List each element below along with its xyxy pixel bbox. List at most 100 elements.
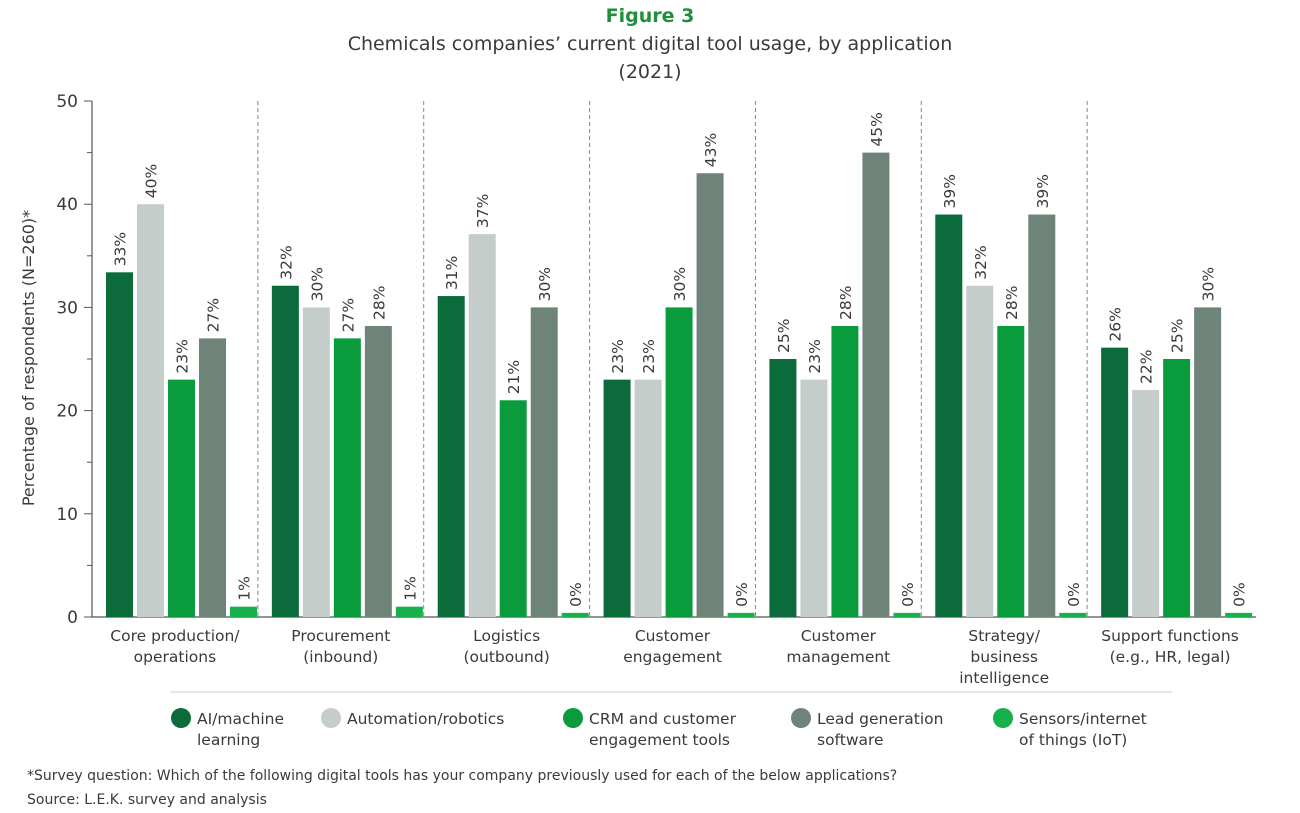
value-label: 39%: [1034, 174, 1052, 208]
bar: [1101, 347, 1129, 617]
legend-label: Lead generation: [817, 710, 943, 728]
bar: [395, 606, 423, 617]
legend-label: Automation/robotics: [347, 710, 504, 728]
value-label: 28%: [370, 286, 388, 320]
value-label: 22%: [1138, 350, 1156, 384]
bar: [333, 338, 361, 617]
bar: [1059, 612, 1087, 617]
bar: [696, 173, 724, 618]
value-label: 39%: [941, 174, 959, 208]
value-label: 26%: [1107, 307, 1125, 341]
value-label: 30%: [671, 267, 689, 301]
category-label: intelligence: [959, 669, 1049, 687]
value-label: 37%: [474, 194, 492, 228]
bar: [1028, 214, 1056, 617]
value-label: 1%: [236, 576, 254, 601]
category-label: (outbound): [463, 648, 549, 666]
chart-title: Chemicals companies’ current digital too…: [348, 33, 953, 83]
y-tick-label: 30: [56, 298, 78, 318]
y-tick-label: 20: [56, 402, 78, 422]
legend-label: CRM and customer: [589, 710, 737, 728]
bar: [106, 272, 133, 617]
value-label: 25%: [1169, 319, 1187, 353]
legend-swatch: [321, 708, 341, 728]
value-label: 23%: [609, 339, 627, 373]
category-label: operations: [134, 648, 217, 666]
bar: [966, 285, 994, 617]
footnote-source: Source: L.E.K. survey and analysis: [27, 792, 267, 808]
value-label: 0%: [899, 582, 917, 607]
value-label: 43%: [702, 133, 720, 167]
bar: [199, 338, 226, 617]
value-label: 25%: [775, 319, 793, 353]
legend-label: learning: [197, 731, 260, 749]
bar: [302, 307, 330, 617]
category-label: Customer: [635, 627, 711, 645]
bar: [665, 307, 693, 617]
bar: [831, 325, 859, 617]
bar: [137, 204, 164, 617]
bar: [634, 379, 662, 617]
value-label: 30%: [308, 267, 326, 301]
bar: [530, 307, 558, 617]
legend-label: Sensors/internet: [1019, 710, 1147, 728]
value-label: 32%: [277, 245, 295, 279]
footnote-survey: *Survey question: Which of the following…: [27, 768, 897, 784]
bar: [769, 359, 797, 617]
value-label: 0%: [567, 582, 585, 607]
bar: [997, 325, 1025, 617]
bar: [1132, 389, 1160, 617]
category-label: Strategy/: [968, 627, 1040, 645]
y-tick-label: 50: [56, 92, 78, 112]
bar: [727, 612, 755, 617]
legend-label: software: [817, 731, 884, 749]
category-label: Support functions: [1101, 627, 1239, 645]
value-label: 32%: [972, 245, 990, 279]
bar: [1163, 359, 1191, 617]
value-label: 28%: [1003, 286, 1021, 320]
value-label: 31%: [443, 256, 461, 290]
legend-label: of things (IoT): [1019, 731, 1127, 749]
value-label: 21%: [505, 360, 523, 394]
value-label: 23%: [806, 339, 824, 373]
bar: [364, 325, 392, 617]
value-label: 0%: [733, 582, 751, 607]
title-line: Chemicals companies’ current digital too…: [348, 33, 953, 55]
bar: [271, 285, 299, 617]
value-label: 33%: [112, 232, 130, 266]
legend-label: engagement tools: [589, 731, 730, 749]
legend-label: AI/machine: [197, 710, 284, 728]
bar: [230, 606, 257, 617]
bar: [499, 400, 527, 617]
bar: [1194, 307, 1222, 617]
bar: [862, 152, 890, 617]
legend-swatch: [791, 708, 811, 728]
bar: [935, 214, 963, 617]
bar: [603, 379, 631, 617]
category-label: Logistics: [473, 627, 540, 645]
legend-swatch: [171, 708, 191, 728]
value-label: 1%: [401, 576, 419, 601]
bar: [561, 612, 589, 617]
title-line: (2021): [618, 61, 681, 83]
category-label: (inbound): [303, 648, 378, 666]
bar: [893, 612, 921, 617]
value-label: 30%: [536, 267, 554, 301]
bars: 33% 40% 23% 27% 1% 32% 30% 27% 28% 1% 31% 37% 21% 30%…: [106, 112, 1253, 618]
legend-swatch: [563, 708, 583, 728]
y-tick-label: 0: [67, 608, 78, 628]
value-label: 27%: [339, 298, 357, 332]
category-label: Customer: [801, 627, 877, 645]
legend: AI/machine learning Automation/robotics CRM…: [171, 708, 1147, 749]
category-label: engagement: [623, 648, 722, 666]
value-label: 40%: [143, 164, 161, 198]
category-label: (e.g., HR, legal): [1110, 648, 1231, 666]
value-label: 45%: [868, 112, 886, 146]
category-label: Procurement: [291, 627, 390, 645]
value-label: 0%: [1065, 582, 1083, 607]
legend-swatch: [993, 708, 1013, 728]
figure-label: Figure 3: [606, 5, 695, 27]
y-axis-label: Percentage of respondents (N=260)*: [19, 210, 38, 506]
category-labels: Core production/operations Procurement (in…: [110, 627, 1239, 687]
